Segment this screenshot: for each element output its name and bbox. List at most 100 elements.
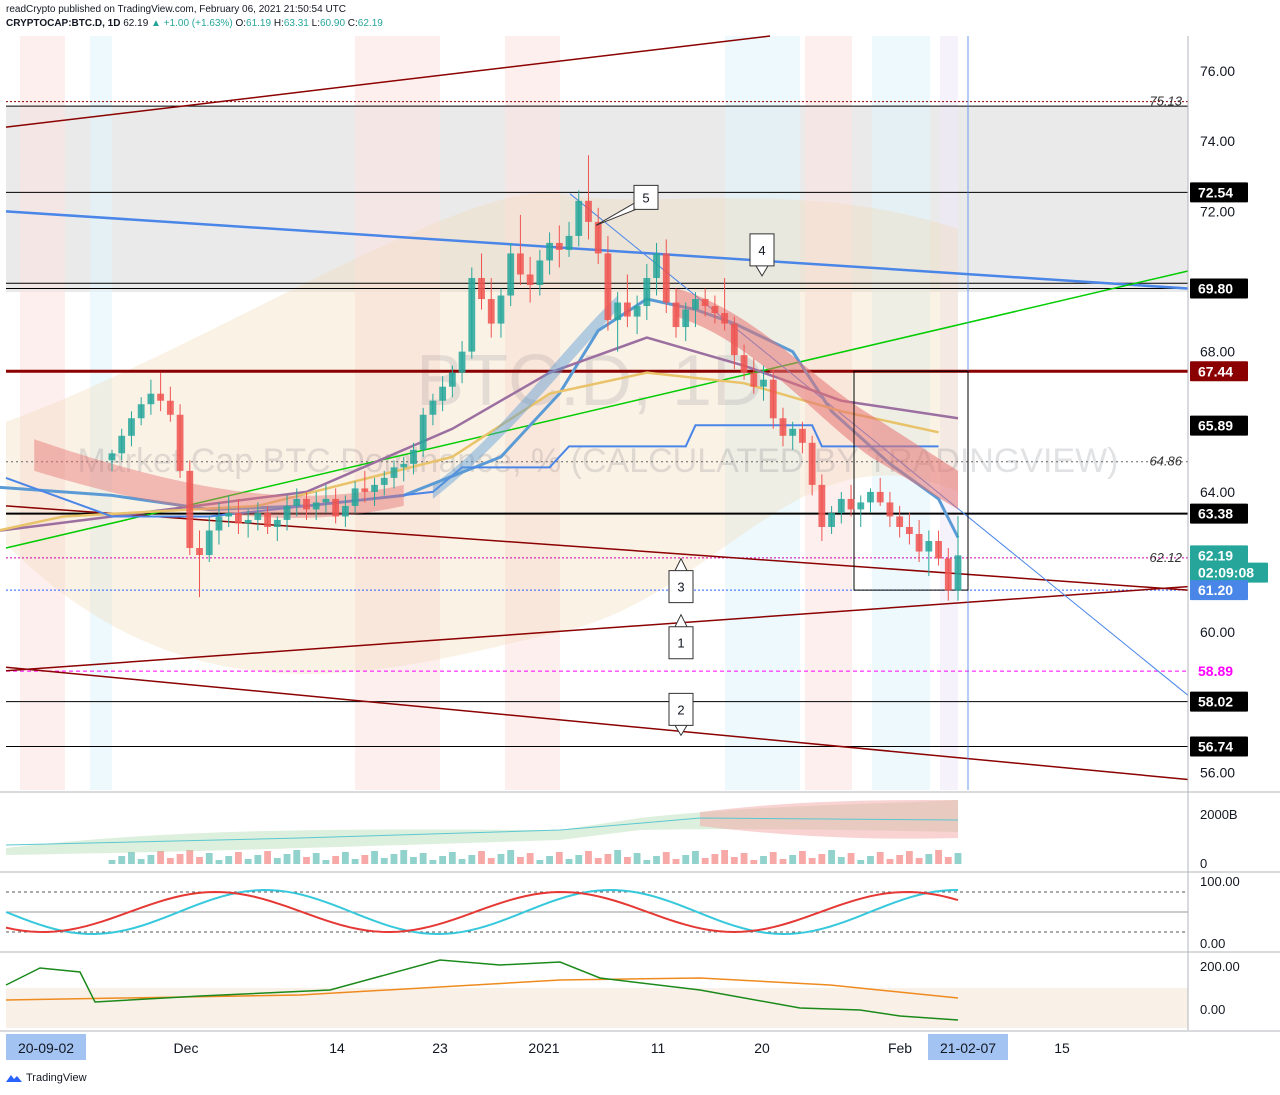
candle-body <box>526 274 534 285</box>
green-trend-line <box>5 270 1189 549</box>
candle-body <box>935 541 942 559</box>
candle <box>225 495 233 527</box>
candle <box>410 442 417 475</box>
candle-body <box>205 530 213 556</box>
volume-bar <box>633 853 641 864</box>
candle <box>380 470 388 496</box>
candle <box>400 456 408 482</box>
y-tick-label: 72.00 <box>1200 203 1235 219</box>
volume-bar <box>235 852 242 864</box>
open-label: O: <box>235 18 247 29</box>
price-label-bg <box>1190 736 1248 757</box>
candle <box>118 428 126 461</box>
candle <box>526 256 534 303</box>
candle <box>847 484 855 517</box>
candle <box>186 460 194 556</box>
x-tick-label: 11 <box>651 1040 666 1056</box>
tradingview-logo-icon <box>6 1075 22 1082</box>
red-trend-line-a <box>5 505 1189 591</box>
price-label-text: 02:09:08 <box>1198 565 1254 581</box>
candle-body <box>361 488 369 492</box>
price-change: ▲ +1.00 (+1.63%) <box>151 18 233 29</box>
candle <box>769 369 777 429</box>
background-zones <box>6 36 1188 790</box>
volume-bar <box>925 854 933 864</box>
tradingview-brand[interactable]: TradingView <box>6 1072 87 1084</box>
candle <box>721 277 729 331</box>
candle <box>935 530 942 566</box>
candle <box>205 516 213 563</box>
volume-bar <box>575 855 583 864</box>
price-label-bg <box>1190 182 1248 203</box>
price-label-bg <box>1190 361 1248 382</box>
price-label: 56.74 <box>1190 736 1248 757</box>
candle-body <box>721 313 729 324</box>
candle-body <box>507 253 515 296</box>
candle <box>604 235 612 331</box>
y-tick-label: 56.00 <box>1200 764 1235 780</box>
callout-label: 2 <box>677 702 684 717</box>
publisher-line: readCrypto published on TradingView.com,… <box>6 4 347 15</box>
candle <box>264 505 271 534</box>
volume-bar <box>507 850 515 864</box>
candle <box>487 277 495 338</box>
volume-bar <box>332 856 340 864</box>
y-tick-label: 74.00 <box>1200 133 1235 149</box>
volume-bar <box>682 855 690 864</box>
candle <box>760 365 767 401</box>
highlight-band <box>20 36 65 790</box>
volume-bar <box>439 856 447 864</box>
candle <box>215 502 223 545</box>
candle-body <box>857 502 865 510</box>
candle <box>789 421 797 450</box>
level-annotation: 64.86 <box>1149 454 1182 469</box>
callout-shape <box>668 692 694 737</box>
symbol-name[interactable]: CRYPTOCAP:BTC.D, 1D <box>6 18 121 29</box>
volume-bar <box>312 853 320 864</box>
candle-body <box>662 253 670 303</box>
volume-bar <box>380 858 388 864</box>
y-tick-label: 76.00 <box>1200 63 1235 79</box>
candle <box>312 491 320 520</box>
candle <box>517 214 524 285</box>
candle <box>730 316 738 370</box>
volume-bar <box>954 853 962 864</box>
close-value: 62.19 <box>357 18 383 29</box>
callout-label: 5 <box>642 190 649 205</box>
volume-bar <box>361 855 369 864</box>
callout-2: 2 <box>668 692 694 737</box>
volume-bar <box>769 852 777 864</box>
open-value: 61.19 <box>246 18 272 29</box>
callout-shape <box>668 557 694 604</box>
price-label: 65.89 <box>1190 415 1248 436</box>
callout-label: 3 <box>677 580 684 595</box>
candle-body <box>283 505 291 520</box>
callout-label: 4 <box>758 243 765 258</box>
volume-bar <box>283 854 291 864</box>
candle-body <box>429 400 437 415</box>
pane3-orange-line <box>5 977 959 1001</box>
volume-bar <box>614 850 622 864</box>
candle-body <box>925 541 933 552</box>
volume-bar <box>419 853 427 864</box>
candle <box>448 365 456 398</box>
volume-bar <box>400 850 408 864</box>
volume-bar <box>740 853 748 864</box>
x-tick-label: 2021 <box>528 1040 559 1056</box>
candle-series <box>108 155 962 601</box>
candle <box>361 470 369 503</box>
candle-body <box>896 516 904 527</box>
highlight-band <box>940 36 958 790</box>
low-value: 60.90 <box>319 18 346 29</box>
candle <box>896 505 904 538</box>
candle-body <box>147 393 155 405</box>
candle <box>293 488 301 517</box>
highlight-band <box>505 36 560 790</box>
candle-body <box>954 555 962 591</box>
range-box <box>853 370 969 591</box>
level-annotation: 62.12 <box>1149 550 1182 565</box>
red-ribbon-left <box>34 439 404 518</box>
candle <box>419 407 427 457</box>
candle-body <box>633 306 641 317</box>
